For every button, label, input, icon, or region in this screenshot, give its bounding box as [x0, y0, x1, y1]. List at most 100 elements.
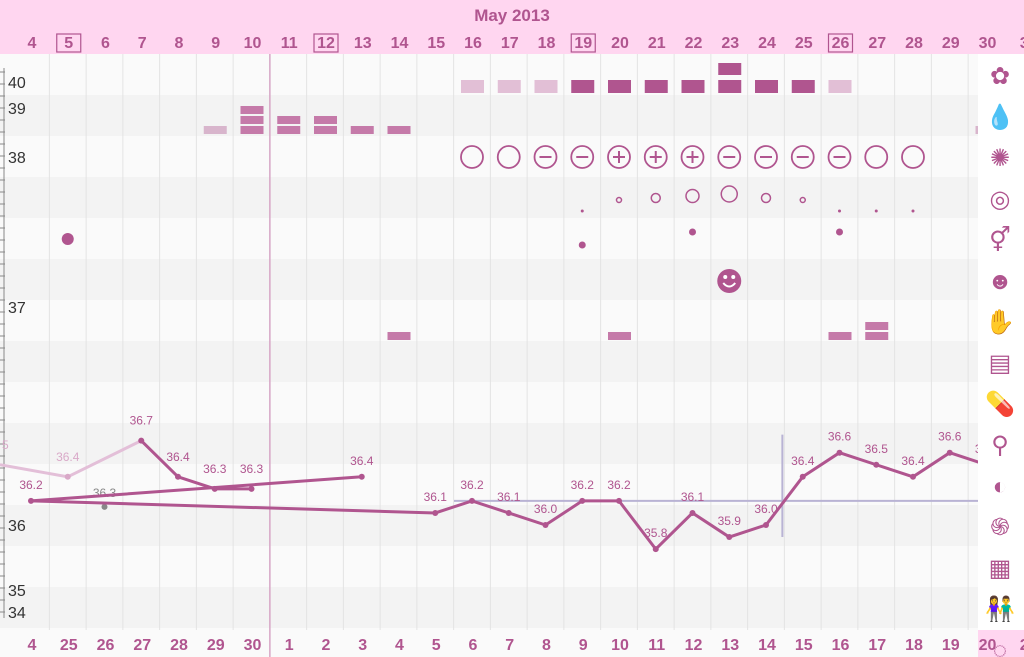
excluded-temperature-point[interactable] — [101, 503, 108, 510]
temperature-point[interactable] — [946, 449, 953, 456]
cycle-day-label[interactable]: 8 — [542, 637, 551, 654]
date-label[interactable]: 4 — [28, 35, 37, 52]
date-label[interactable]: 29 — [942, 35, 960, 52]
date-label[interactable]: 24 — [758, 35, 776, 52]
date-label[interactable]: 14 — [391, 35, 409, 52]
date-label[interactable]: 26 — [832, 35, 850, 52]
bleeding-mark[interactable] — [240, 116, 264, 124]
body-icon[interactable]: ◐ — [993, 473, 1008, 500]
test-result-circle[interactable] — [496, 145, 521, 169]
pain-mark[interactable] — [828, 332, 852, 340]
swirl-icon[interactable]: ֍ — [990, 514, 1010, 541]
bleeding-mark[interactable] — [350, 126, 374, 134]
menstruation-mark[interactable] — [571, 80, 595, 93]
temperature-point[interactable] — [799, 473, 806, 480]
cycle-day-label[interactable]: 15 — [795, 637, 813, 654]
date-label[interactable]: 23 — [721, 35, 739, 52]
fluid-ring[interactable] — [685, 188, 700, 204]
test-result-minus[interactable] — [754, 145, 778, 169]
date-label[interactable]: 7 — [138, 35, 147, 52]
date-label[interactable]: 13 — [354, 35, 372, 52]
cycle-day-label[interactable]: 4 — [395, 637, 404, 654]
bleeding-mark[interactable] — [240, 126, 264, 134]
test-result-minus[interactable] — [717, 145, 742, 169]
couple-icon[interactable]: 👫 — [985, 595, 1015, 623]
menstruation-mark[interactable] — [718, 80, 742, 93]
date-label[interactable]: 10 — [244, 35, 262, 52]
test-result-minus[interactable] — [827, 145, 852, 169]
menstruation-mark[interactable] — [718, 63, 742, 75]
date-label[interactable]: 28 — [905, 35, 923, 52]
bleeding-mark[interactable] — [277, 126, 301, 134]
note-icon[interactable]: ▤ — [989, 350, 1012, 377]
menstruation-mark[interactable] — [681, 80, 705, 93]
date-label[interactable]: 18 — [538, 35, 556, 52]
temperature-point[interactable] — [873, 461, 880, 468]
date-label[interactable]: 25 — [795, 35, 813, 52]
temperature-point[interactable] — [652, 546, 659, 553]
menstruation-mark[interactable] — [828, 80, 852, 93]
fluid-dot[interactable] — [911, 209, 915, 213]
cycle-day-label[interactable]: 5 — [432, 637, 441, 654]
drops-icon[interactable]: 💧 — [985, 103, 1015, 131]
cycle-day-label[interactable]: 19 — [942, 637, 960, 654]
temperature-point[interactable] — [726, 534, 733, 541]
test-result-plus[interactable] — [607, 145, 631, 169]
date-label[interactable]: 11 — [281, 35, 298, 52]
cycle-day-label[interactable]: 17 — [868, 637, 886, 654]
temperature-point[interactable] — [689, 509, 696, 516]
date-label[interactable]: 6 — [101, 35, 110, 52]
cycle-day-label[interactable]: 26 — [97, 637, 115, 654]
test-result-minus[interactable] — [570, 145, 595, 169]
date-label[interactable]: 27 — [868, 35, 886, 52]
date-label[interactable]: 30 — [979, 35, 997, 52]
menstruation-mark[interactable] — [461, 80, 484, 93]
fluid-ring[interactable] — [615, 196, 623, 204]
fluid-dot[interactable] — [580, 209, 584, 213]
pain-mark[interactable] — [608, 332, 631, 340]
test-result-circle[interactable] — [864, 145, 889, 169]
test-result-minus[interactable] — [790, 145, 815, 169]
fluid-ring[interactable] — [650, 192, 661, 204]
date-label[interactable]: 9 — [211, 35, 220, 52]
smiley-icon[interactable]: ☻ — [987, 268, 1012, 295]
intercourse-dot[interactable] — [61, 233, 74, 245]
cycle-day-label[interactable]: 9 — [579, 637, 588, 654]
hand-icon[interactable]: ✋ — [985, 308, 1015, 336]
flower-icon[interactable]: ✿ — [990, 63, 1010, 90]
cycle-day-label[interactable]: 7 — [505, 637, 514, 654]
temperature-point[interactable] — [836, 449, 843, 456]
cycle-day-label[interactable]: 18 — [905, 637, 923, 654]
menstruation-mark[interactable] — [534, 80, 558, 93]
fluid-ring[interactable] — [720, 185, 738, 203]
date-label[interactable]: 8 — [175, 35, 184, 52]
rings-icon[interactable]: ◎ — [990, 186, 1011, 213]
cycle-day-label[interactable]: 28 — [170, 637, 188, 654]
cycle-day-label[interactable]: 6 — [469, 637, 478, 654]
bleeding-mark[interactable] — [277, 116, 301, 124]
cycle-day-label[interactable]: 13 — [721, 637, 739, 654]
temperature-point[interactable] — [910, 473, 916, 480]
date-label[interactable]: 21 — [648, 35, 666, 52]
cycle-day-label[interactable]: 3 — [358, 637, 367, 654]
cycle-day-label[interactable]: 2 — [322, 637, 331, 654]
mood-smiley[interactable] — [717, 269, 742, 293]
cycle-day-label[interactable]: 11 — [648, 637, 665, 654]
date-label[interactable]: 15 — [427, 35, 445, 52]
temperature-point[interactable] — [358, 473, 365, 480]
cycle-day-label[interactable]: 4 — [28, 637, 37, 654]
temperature-point[interactable] — [469, 497, 475, 504]
date-label[interactable]: 12 — [317, 35, 335, 52]
test-result-minus[interactable] — [533, 145, 558, 169]
cycle-day-label[interactable]: 16 — [832, 637, 850, 654]
pain-mark[interactable] — [865, 332, 889, 340]
fluid-dot[interactable] — [838, 209, 841, 213]
date-label[interactable]: 3 — [1020, 35, 1024, 52]
bleeding-mark[interactable] — [387, 126, 411, 134]
temperature-point[interactable] — [138, 437, 145, 444]
intercourse-dot[interactable] — [689, 228, 696, 236]
date-label[interactable]: 16 — [464, 35, 482, 52]
cycle-day-label[interactable]: 25 — [60, 637, 78, 654]
pill-icon[interactable]: 💊 — [985, 389, 1015, 418]
